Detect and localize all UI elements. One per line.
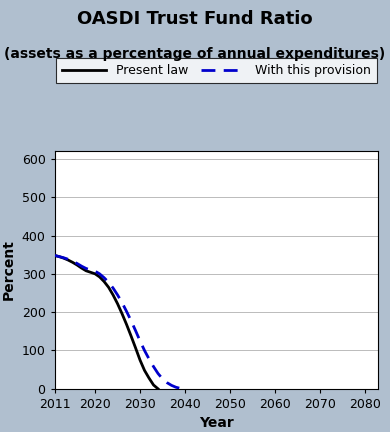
Legend: Present law, With this provision: Present law, With this provision [56, 57, 377, 83]
Y-axis label: Percent: Percent [2, 240, 16, 300]
Text: OASDI Trust Fund Ratio: OASDI Trust Fund Ratio [77, 10, 313, 29]
Text: (assets as a percentage of annual expenditures): (assets as a percentage of annual expend… [4, 47, 386, 61]
X-axis label: Year: Year [199, 416, 234, 430]
